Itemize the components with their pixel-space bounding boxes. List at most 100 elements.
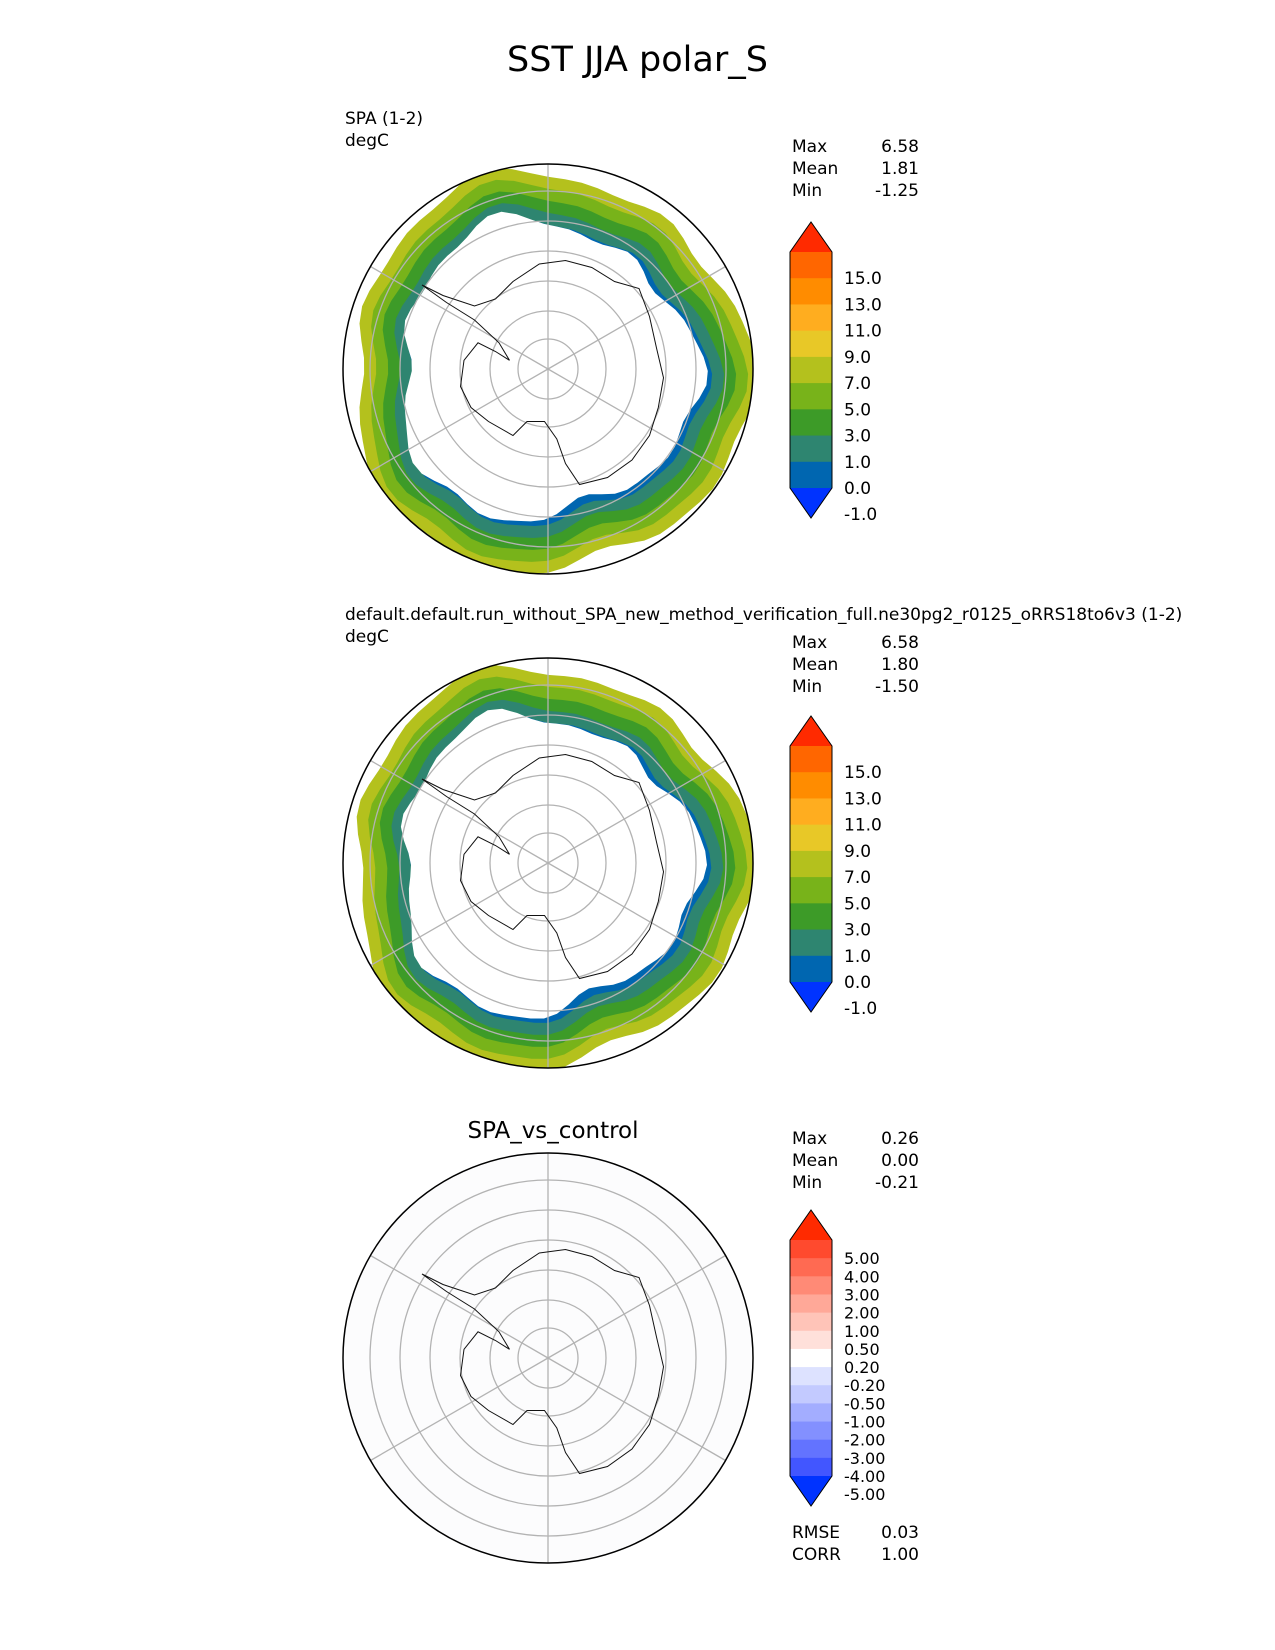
stat-value: 0.00 (881, 1151, 919, 1171)
stat-label: Min (792, 677, 823, 697)
sea-ice-area (404, 211, 708, 522)
stat-row: Max 0.26 (792, 1128, 919, 1150)
antarctica-coastline (421, 753, 665, 980)
colorbar-segment (790, 929, 832, 957)
polar-map-2 (342, 657, 754, 1069)
colorbar-segment (790, 435, 832, 463)
colorbar-segment (790, 1276, 832, 1295)
colorbar-2: 15.0 13.0 11.0 9.0 7.0 5.0 3.0 1.0 0.0 -1.0 (789, 715, 882, 1019)
map-border (342, 1152, 754, 1564)
colorbar-tick-label: 3.00 (844, 1285, 880, 1304)
stat-value: -0.21 (875, 1173, 919, 1193)
colorbar-segment (790, 798, 832, 826)
stat-row: Max 6.58 (792, 136, 919, 158)
stat-value: -1.50 (875, 677, 919, 697)
colorbar-segment (790, 772, 832, 799)
colorbar-tick-label: 5.00 (844, 1249, 880, 1268)
colorbar-segment (790, 461, 832, 489)
panel-3-extra-stats: RMSE 0.03 CORR 1.00 (792, 1522, 919, 1566)
colorbar-segment (790, 850, 832, 878)
colorbar-segment (790, 1439, 832, 1459)
colorbar-3: 5.004.003.002.001.000.500.20-0.20-0.50-1… (789, 1209, 885, 1507)
colorbar-tick-label: -1.00 (844, 1413, 885, 1432)
colorbar-segment (790, 330, 832, 358)
colorbar-extend-bottom (790, 488, 832, 518)
colorbar-segment (790, 252, 832, 279)
longitude-gridline (370, 1254, 549, 1359)
colorbar-segment (790, 1457, 832, 1477)
stat-value: 1.80 (881, 655, 919, 675)
sea-ice-area (400, 708, 707, 1019)
stat-value: 6.58 (881, 633, 919, 653)
map-border (342, 657, 754, 1069)
stat-label: Max (792, 1129, 828, 1149)
longitude-gridline (547, 862, 726, 967)
colorbar-segment (790, 356, 832, 384)
colorbar-outline (789, 221, 833, 519)
colorbar-outline (789, 1209, 833, 1507)
colorbar-tick-label: 0.0 (844, 973, 871, 993)
figure-title: SST JJA polar_S (507, 40, 768, 80)
colorbar-tick-label: 0.0 (844, 479, 871, 499)
stat-value: 0.26 (881, 1129, 919, 1149)
stat-value: -1.25 (875, 181, 919, 201)
longitude-gridline (370, 759, 549, 864)
stat-label: Min (792, 1173, 823, 1193)
colorbar-tick-label: 15.0 (844, 763, 882, 783)
colorbar-tick-label: 0.20 (844, 1358, 880, 1377)
colorbar-tick-label: 2.00 (844, 1304, 880, 1323)
colorbar-tick-label: 15.0 (844, 269, 882, 289)
stat-label: CORR (792, 1545, 841, 1565)
stat-row: Min -0.21 (792, 1172, 919, 1194)
colorbar-segment (790, 304, 832, 332)
panel-2-name: default.default.run_without_SPA_new_meth… (345, 605, 1183, 625)
stat-row: Mean 1.81 (792, 158, 919, 180)
colorbar-segment (790, 409, 832, 437)
longitude-gridline (370, 1357, 549, 1462)
stat-label: Min (792, 181, 823, 201)
stat-row: RMSE 0.03 (792, 1522, 919, 1544)
colorbar-tick-label: 7.0 (844, 374, 871, 394)
map-body (343, 1153, 753, 1563)
stat-row: CORR 1.00 (792, 1544, 919, 1566)
colorbar-tick-label: 3.0 (844, 921, 871, 941)
colorbar-tick-label: -5.00 (844, 1485, 885, 1504)
colorbar-tick-label: 1.0 (844, 947, 871, 967)
colorbar-extend-top (790, 1210, 832, 1240)
colorbar-tick-label: -4.00 (844, 1467, 885, 1486)
colorbar-tick-label: 13.0 (844, 789, 882, 809)
longitude-gridline (547, 1357, 726, 1462)
colorbar-segment (790, 1403, 832, 1423)
panel-2-title: default.default.run_without_SPA_new_meth… (345, 604, 1182, 648)
colorbar-tick-label: 5.0 (844, 894, 871, 914)
colorbar-segment (790, 746, 832, 773)
panel-3-title: SPA_vs_control (467, 1118, 639, 1144)
panel-1-units: degC (345, 131, 389, 151)
colorbar-tick-label: 1.0 (844, 453, 871, 473)
colorbar-tick-label: -3.00 (844, 1449, 885, 1468)
stat-row: Min -1.50 (792, 676, 919, 698)
colorbar-tick-label: 0.50 (844, 1340, 880, 1359)
stat-row: Min -1.25 (792, 180, 919, 202)
colorbar-segment (790, 1367, 832, 1386)
colorbar-segment (790, 278, 832, 305)
panel-1-name: SPA (1-2) (345, 109, 424, 129)
map-body (343, 164, 753, 574)
colorbar-tick-label: 7.0 (844, 868, 871, 888)
stat-label: Mean (792, 159, 839, 179)
colorbar-tick-label: 11.0 (844, 322, 882, 342)
colorbar-segment (790, 1348, 832, 1368)
longitude-gridline (547, 368, 726, 473)
colorbar-tick-label: 9.0 (844, 348, 871, 368)
colorbar-segment (790, 877, 832, 904)
colorbar-segment (790, 1312, 832, 1332)
stat-value: 1.00 (881, 1545, 919, 1565)
colorbar-tick-label: 5.0 (844, 400, 871, 420)
colorbar-tick-label: -0.20 (844, 1376, 885, 1395)
colorbar-tick-label: 13.0 (844, 295, 882, 315)
stat-value: 0.03 (881, 1523, 919, 1543)
colorbar-outline (789, 715, 833, 1013)
colorbar-extend-bottom (790, 982, 832, 1012)
panel-2-stats: Max 6.58 Mean 1.80 Min -1.50 (792, 632, 919, 698)
